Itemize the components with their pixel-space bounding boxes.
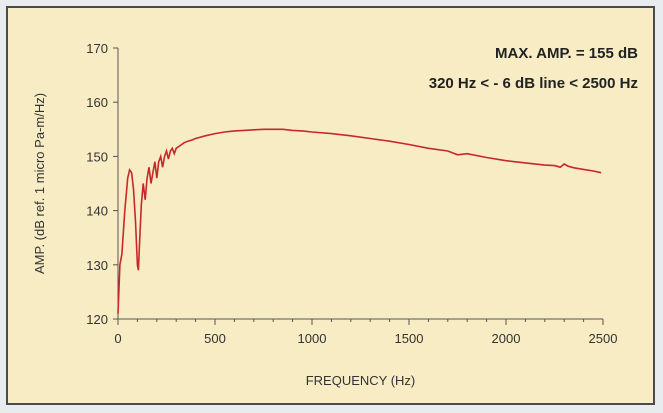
annotation-max-amp: MAX. AMP. = 155 dB bbox=[495, 45, 638, 62]
series-line bbox=[117, 128, 602, 314]
y-tick-label: 140 bbox=[86, 204, 108, 219]
x-axis-title: FREQUENCY (Hz) bbox=[306, 373, 416, 388]
y-axis-title: AMP. (dB ref. 1 micro Pa-m/Hz) bbox=[32, 93, 47, 274]
x-tick-label: 1500 bbox=[395, 331, 424, 346]
y-tick-label: 170 bbox=[86, 41, 108, 56]
line-chart: 0 500 1000 1500 2000 2500 120 130 140 150 160 170 M… bbox=[32, 41, 638, 388]
x-tick-label: 2500 bbox=[589, 331, 618, 346]
y-tick-label: 120 bbox=[86, 312, 108, 327]
chart-frame: 0 500 1000 1500 2000 2500 120 130 140 150 160 170 M… bbox=[6, 6, 655, 405]
x-tick-label: 500 bbox=[204, 331, 226, 346]
ticks-group: 0 500 1000 1500 2000 2500 120 130 140 150 160 170 bbox=[86, 41, 617, 346]
y-tick-label: 150 bbox=[86, 149, 108, 164]
x-tick-label: 0 bbox=[114, 331, 121, 346]
x-tick-label: 1000 bbox=[298, 331, 327, 346]
x-tick-label: 2000 bbox=[492, 331, 521, 346]
y-tick-label: 160 bbox=[86, 95, 108, 110]
y-tick-label: 130 bbox=[86, 258, 108, 273]
annotation-bandwidth: 320 Hz < - 6 dB line < 2500 Hz bbox=[429, 75, 638, 92]
